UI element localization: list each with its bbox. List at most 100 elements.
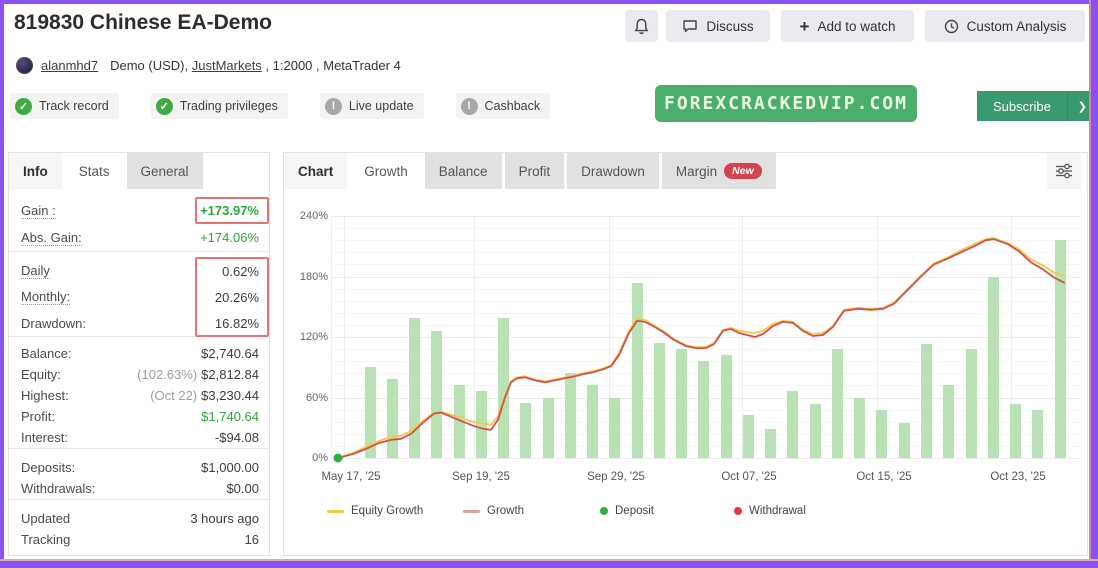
discuss-label: Discuss — [706, 18, 754, 34]
stat-row-highest: Highest: (Oct 22) $3,230.44 — [21, 385, 259, 406]
stat-value: $1,740.64 — [201, 409, 259, 424]
chart-settings-button[interactable] — [1047, 153, 1081, 189]
page-border-top — [0, 0, 1098, 4]
legend-item-withdrawal[interactable]: Withdrawal — [734, 505, 806, 517]
stat-label: Highest: — [21, 388, 69, 403]
growth-bar — [386, 379, 398, 458]
growth-bar — [987, 276, 999, 458]
minor-gridline — [331, 312, 1081, 314]
add-to-watch-button[interactable]: + Add to watch — [781, 10, 914, 42]
stat-value-main: $0.00 — [226, 481, 259, 496]
x-axis-tick-label: Oct 07, '25 — [721, 471, 777, 483]
stat-row-gain: Gain : +173.97% — [21, 197, 259, 224]
badge-label: Cashback — [484, 99, 541, 113]
tab-label: Info — [23, 163, 48, 179]
chart-panel: Chart Growth Balance Profit Drawdown Margin Ne… — [283, 152, 1088, 556]
x-axis-tick-label: May 17, '25 — [321, 471, 381, 483]
forexcracked-banner[interactable]: FOREXCRACKEDVIP.COM — [655, 85, 917, 122]
user-avatar[interactable] — [16, 56, 33, 74]
stat-label: Drawdown: — [21, 315, 87, 331]
minor-gridline — [331, 288, 1081, 290]
stat-value: -$94.08 — [215, 430, 259, 445]
custom-analysis-button[interactable]: Custom Analysis — [925, 10, 1085, 42]
y-axis-line — [331, 216, 332, 458]
growth-bar — [564, 373, 576, 458]
legend-item-deposit[interactable]: Deposit — [600, 505, 654, 517]
notifications-button[interactable] — [625, 10, 658, 42]
subscribe-button[interactable]: Subscribe — [977, 91, 1067, 121]
chart-tab-chart[interactable]: Chart — [284, 153, 348, 189]
stat-label: Tracking — [21, 532, 71, 547]
chart-tab-growth[interactable]: Growth — [350, 153, 422, 189]
user-link[interactable]: alanmhd7 — [41, 57, 99, 73]
growth-bar — [1054, 240, 1066, 458]
stats-tab-stats[interactable]: Stats — [64, 153, 124, 189]
major-gridline — [331, 276, 1081, 278]
stat-group: Daily 0.62% Monthly: 20.26% Drawdown: 16.82% — [9, 258, 269, 337]
stat-row-balance: Balance: $2,740.64 — [21, 343, 259, 364]
badge-track-record[interactable]: ✓ Track record — [10, 93, 119, 119]
stat-group: Deposits: $1,000.00 Withdrawals: $0.00 — [9, 457, 269, 500]
growth-bar — [1032, 409, 1044, 458]
major-gridline — [331, 216, 1081, 217]
legend-label: Equity Growth — [351, 505, 424, 517]
stat-value-muted: (102.63%) — [137, 367, 198, 382]
chevron-down-icon: ❯︎ — [1077, 100, 1087, 113]
discuss-button[interactable]: Discuss — [666, 10, 770, 42]
growth-bar — [409, 317, 421, 458]
stat-value-muted: (Oct 22) — [150, 388, 198, 403]
tab-label: Stats — [78, 163, 110, 179]
stat-label: Profit: — [21, 409, 55, 424]
stats-tab-info[interactable]: Info — [9, 153, 62, 189]
chart-tab-balance[interactable]: Balance — [424, 153, 502, 189]
badge-trading-privileges[interactable]: ✓ Trading privileges — [150, 93, 288, 119]
stats-rows: Gain : +173.97% Abs. Gain: +174.06% Daily 0.6… — [9, 189, 269, 550]
account-platform-text: , 1:2000 , MetaTrader 4 — [261, 57, 401, 73]
growth-bar — [876, 409, 888, 458]
account-subheader: alanmhd7 Demo (USD), JustMarkets , 1:200… — [16, 55, 401, 75]
stats-tabs: Info Stats General — [9, 153, 269, 189]
page-border-left — [0, 0, 4, 568]
subscribe-split-button[interactable]: Subscribe ❯︎ — [977, 91, 1097, 121]
minor-gridline — [331, 240, 1081, 242]
chart-tab-profit[interactable]: Profit — [504, 153, 565, 189]
stat-row-monthly: Monthly: 20.26% — [21, 284, 259, 310]
badge-live-update[interactable]: ! Live update — [319, 93, 424, 119]
stat-row-interest: Interest: -$94.08 — [21, 427, 259, 448]
stat-value: (102.63%) $2,812.84 — [137, 367, 259, 382]
stat-label: Equity: — [21, 367, 61, 382]
growth-bar — [587, 385, 599, 458]
growth-bar — [787, 391, 799, 458]
stat-label: Balance: — [21, 346, 72, 361]
y-axis-tick-label: 180% — [299, 270, 328, 283]
badge-cashback[interactable]: ! Cashback — [455, 93, 551, 119]
legend-item-equity-growth[interactable]: Equity Growth — [327, 505, 423, 517]
growth-bar — [943, 385, 955, 458]
badge-label: Trading privileges — [179, 99, 278, 113]
growth-bar — [765, 428, 777, 458]
bell-icon — [634, 18, 649, 34]
chart-tab-margin[interactable]: Margin New — [661, 153, 776, 189]
legend-label: Withdrawal — [749, 505, 806, 517]
stat-label: Gain : — [21, 202, 56, 219]
stat-value-main: 20.26% — [214, 289, 259, 305]
growth-bar — [742, 414, 754, 458]
stat-value: +173.97% — [200, 203, 259, 218]
check-icon: ✓ — [15, 97, 32, 115]
custom-analysis-label: Custom Analysis — [966, 18, 1067, 34]
stat-label: Withdrawals: — [21, 481, 96, 496]
broker-link[interactable]: JustMarkets — [191, 57, 262, 73]
stat-row-drawdown: Drawdown: 16.82% — [21, 310, 259, 336]
legend-label: Growth — [487, 505, 525, 517]
minor-gridline — [331, 324, 1081, 326]
stats-tab-general[interactable]: General — [126, 153, 203, 189]
new-badge: New — [724, 163, 762, 179]
legend-item-growth[interactable]: Growth — [463, 505, 524, 517]
stat-value: 0.62% — [222, 264, 259, 279]
major-gridline — [331, 458, 1081, 459]
chart-tab-drawdown[interactable]: Drawdown — [567, 153, 659, 189]
withdrawal-dot-swatch — [734, 507, 742, 515]
growth-bar — [898, 422, 910, 458]
tab-label: Chart — [298, 163, 334, 179]
tab-label: Drawdown — [581, 163, 645, 179]
